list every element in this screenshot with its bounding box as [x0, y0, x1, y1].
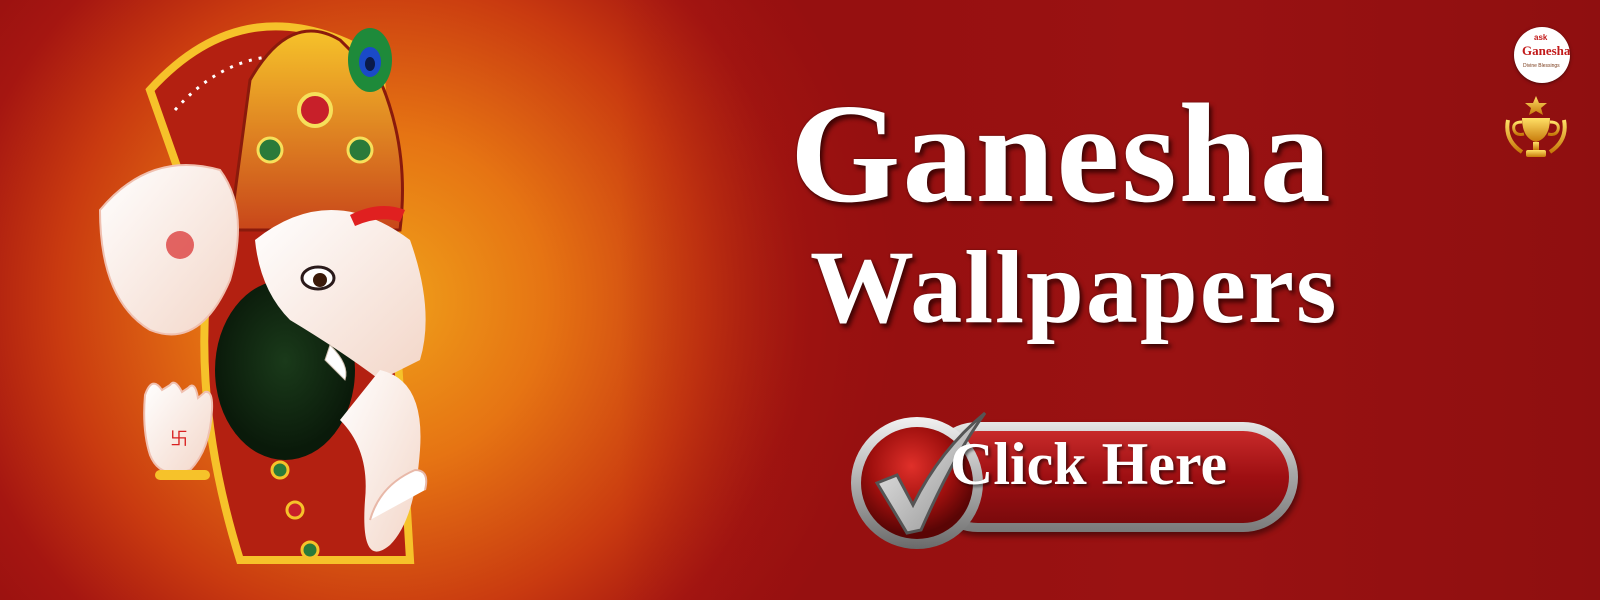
- ganesha-illustration: 卐: [98, 22, 428, 564]
- logo-tagline: Divine Blessings: [1523, 63, 1560, 69]
- svg-text:卐: 卐: [170, 429, 188, 450]
- banner-title-line-1: Ganesha: [790, 74, 1333, 232]
- site-logo[interactable]: ask Ganesha Divine Blessings: [1514, 27, 1570, 83]
- checkmark-icon: [851, 411, 987, 549]
- button-bar: [923, 422, 1298, 532]
- trophy-icon: [1505, 96, 1567, 157]
- logo-name-text: Ganesha: [1522, 43, 1571, 58]
- click-here-button[interactable]: Click Here: [845, 405, 1305, 560]
- button-inner: [932, 431, 1289, 523]
- banner-title-line-2: Wallpapers: [810, 230, 1339, 345]
- click-here-label: Click Here: [950, 431, 1228, 497]
- logo-ask-text: ask: [1534, 33, 1548, 42]
